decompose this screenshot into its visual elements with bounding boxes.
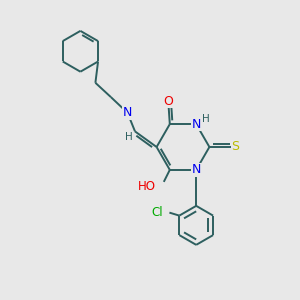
Text: N: N xyxy=(123,106,132,119)
Text: N: N xyxy=(191,118,201,130)
Text: H: H xyxy=(124,132,132,142)
Text: HO: HO xyxy=(138,180,156,193)
Text: H: H xyxy=(202,114,210,124)
Text: S: S xyxy=(232,140,239,154)
Text: Cl: Cl xyxy=(151,206,163,219)
Text: N: N xyxy=(191,164,201,176)
Text: O: O xyxy=(164,94,173,107)
